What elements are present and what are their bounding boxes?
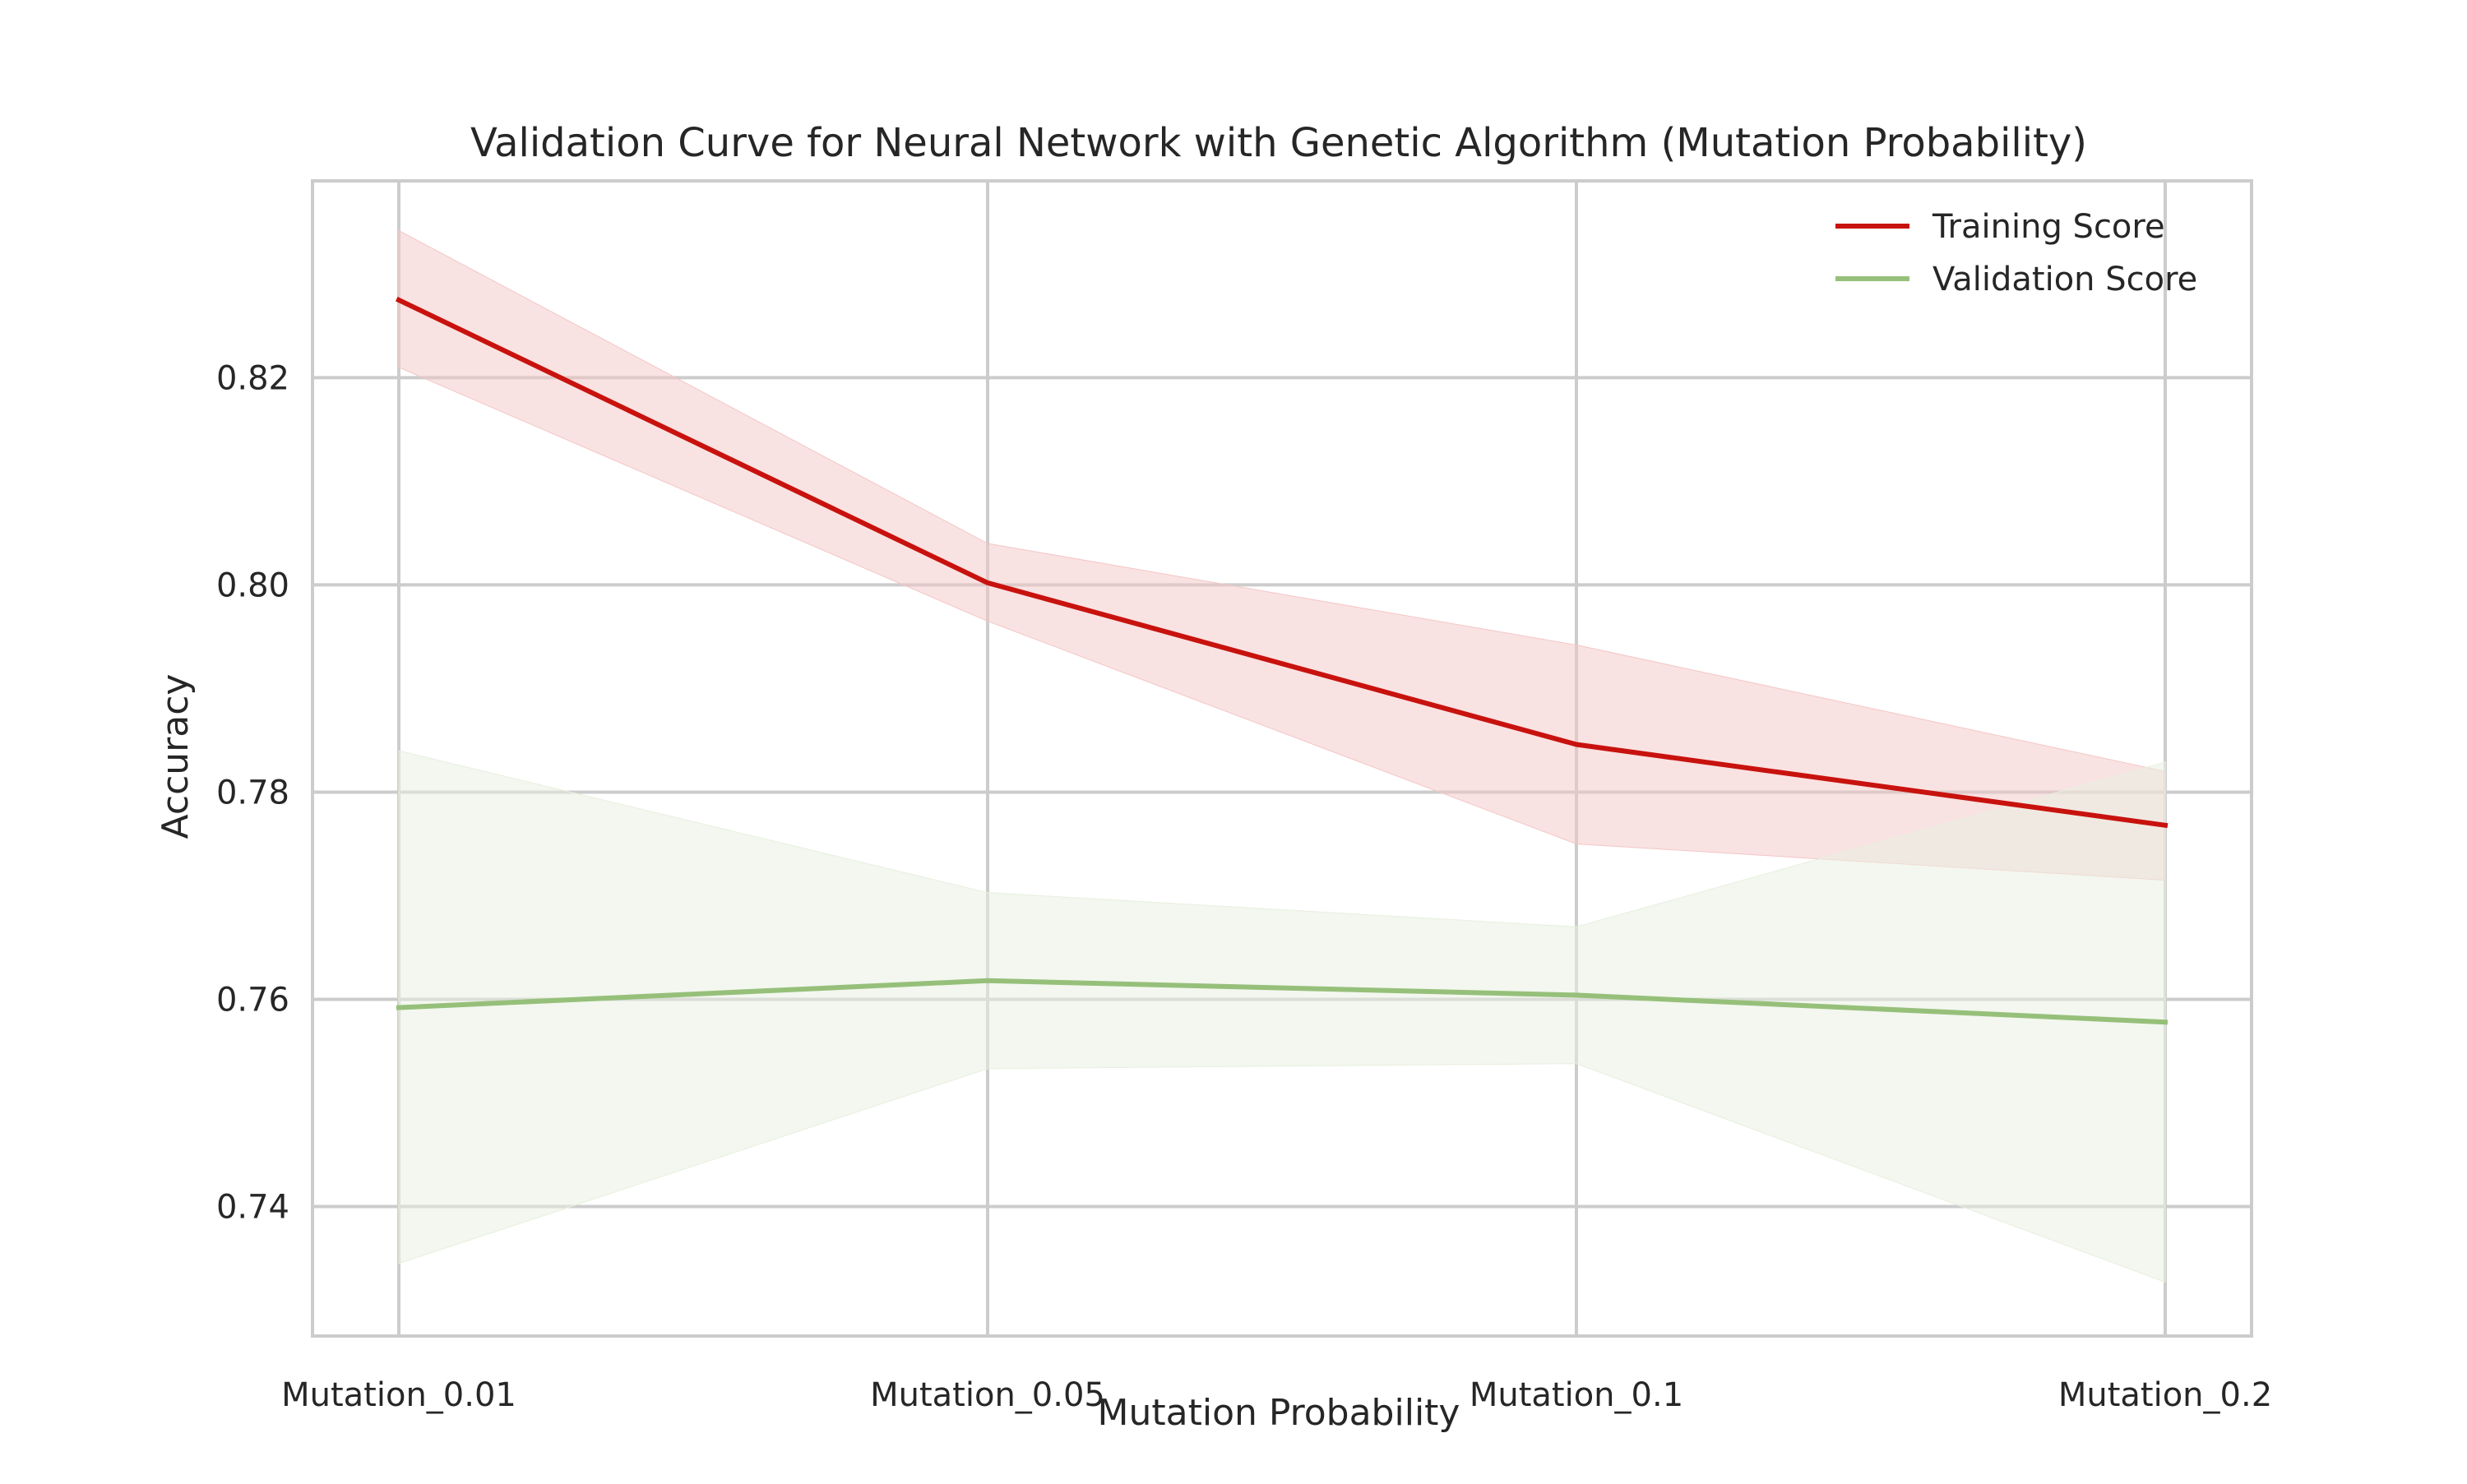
y-tick-label: 0.76: [216, 981, 289, 1019]
x-tick-label: Mutation_0.01: [281, 1376, 516, 1414]
x-tick-label: Mutation_0.05: [870, 1376, 1105, 1414]
x-tick-label: Mutation_0.1: [1470, 1376, 1683, 1414]
x-tick-label: Mutation_0.2: [2058, 1376, 2272, 1414]
x-axis-label: Mutation Probability: [1098, 1392, 1460, 1434]
validation-score-legend-label: Validation Score: [1932, 261, 2197, 298]
y-axis-label: Accuracy: [155, 674, 197, 839]
y-tick-label: 0.78: [216, 774, 289, 811]
y-tick-label: 0.82: [216, 359, 289, 397]
training-score-legend-label: Training Score: [1932, 208, 2165, 246]
chart-title: Validation Curve for Neural Network with…: [470, 120, 2087, 166]
y-tick-label: 0.80: [216, 566, 289, 604]
y-tick-label: 0.74: [216, 1188, 289, 1226]
